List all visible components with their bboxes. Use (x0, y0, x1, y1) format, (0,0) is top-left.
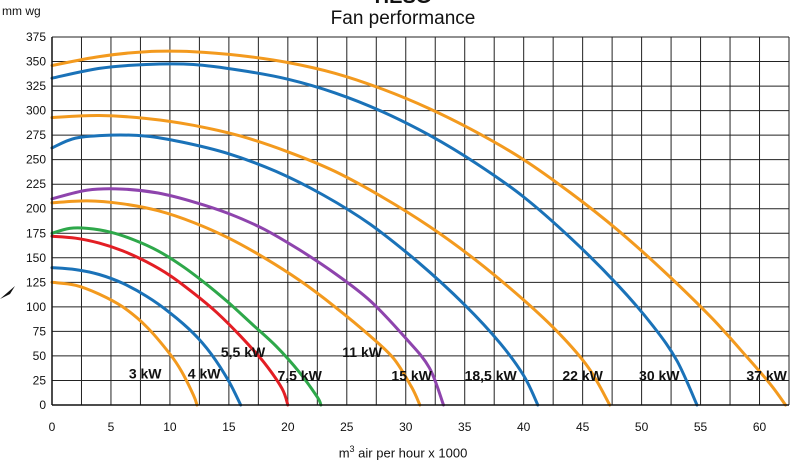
x-tick-label: 30 (399, 420, 413, 434)
arrow-marker-icon (0, 286, 15, 299)
y-tick-label: 25 (33, 373, 47, 387)
chart-title: HESG (0, 0, 806, 9)
curve-label: 15 kW (391, 368, 432, 384)
x-tick-label: 45 (576, 420, 590, 434)
curve-label: 18,5 kW (465, 368, 518, 384)
y-tick-label: 225 (26, 177, 46, 191)
y-tick-label: 375 (26, 30, 46, 44)
x-tick-label: 25 (340, 420, 354, 434)
y-tick-label: 300 (26, 104, 46, 118)
curve-label: 30 kW (639, 368, 680, 384)
curve-4-kw (50, 266, 243, 407)
y-tick-label: 175 (26, 226, 46, 240)
x-tick-label: 15 (222, 420, 236, 434)
y-tick-label: 350 (26, 55, 46, 69)
y-tick-label: 75 (33, 324, 47, 338)
x-tick-label: 20 (281, 420, 295, 434)
chart-subtitle: Fan performance (330, 8, 476, 29)
x-tick-label: 35 (458, 420, 472, 434)
curve-30-kw (50, 62, 699, 407)
y-tick-label: 200 (26, 202, 46, 216)
y-tick-label: 250 (26, 153, 46, 167)
curve-22-kw (50, 113, 612, 407)
y-tick-label: 0 (39, 398, 46, 412)
x-tick-label: 0 (49, 420, 56, 434)
y-tick-label: 325 (26, 79, 46, 93)
curve-label: 3 kW (129, 366, 162, 382)
x-axis-label-prefix: m (338, 445, 350, 461)
x-axis-label-superscript: 3 (349, 444, 355, 454)
y-tick-label: 275 (26, 128, 46, 142)
curve-18-5-kw (50, 133, 540, 407)
curve-label: 22 kW (562, 368, 603, 384)
curve-7-5-kw (50, 226, 323, 407)
y-tick-label: 50 (33, 349, 47, 363)
x-axis-label: m3 air per hour x 1000 (0, 444, 806, 460)
curve-label: 4 kW (188, 366, 221, 382)
y-tick-label: 125 (26, 275, 46, 289)
x-tick-label: 10 (163, 420, 177, 434)
curve-5-5-kw (50, 234, 290, 407)
curve-label: 11 kW (342, 344, 382, 360)
x-axis-label-suffix: air per hour x 1000 (354, 445, 468, 461)
curve-label: 5,5 kW (221, 344, 266, 360)
curve-label: 7,5 kW (277, 368, 322, 384)
y-tick-label: 150 (26, 251, 46, 265)
curve-3-kw (50, 280, 199, 407)
y-axis-label: mm wg (2, 4, 41, 18)
x-tick-label: 40 (517, 420, 531, 434)
x-tick-label: 50 (635, 420, 649, 434)
curve-11-kw (50, 199, 422, 407)
x-tick-label: 5 (108, 420, 115, 434)
x-tick-label: 60 (753, 420, 767, 434)
y-tick-label: 100 (26, 300, 46, 314)
curve-15-kw (50, 187, 445, 407)
x-tick-label: 55 (694, 420, 708, 434)
curve-37-kw (50, 49, 787, 407)
curve-label: 37 kW (746, 368, 787, 384)
